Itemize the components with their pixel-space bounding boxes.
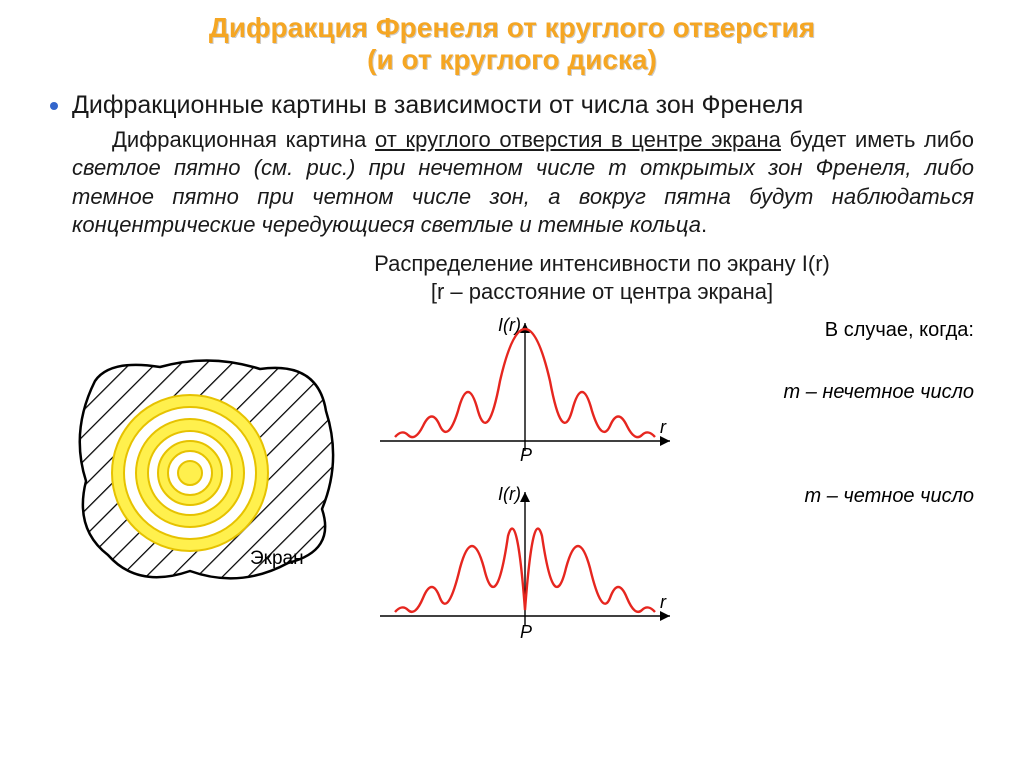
arrow-right-icon — [660, 611, 670, 621]
paragraph: Дифракционная картина от круглого отверс… — [72, 126, 974, 240]
para-post2: . — [701, 212, 707, 237]
title-line-2: (и от круглого диска) — [367, 44, 657, 75]
plot-origin: P — [520, 445, 532, 465]
bullet-text: Дифракционные картины в зависимости от ч… — [72, 90, 803, 121]
screen-diagram: Экран — [50, 341, 350, 606]
case-even: m – четное число — [696, 484, 974, 508]
screen-caption: Экран — [250, 548, 304, 570]
screen-svg — [50, 341, 350, 601]
bullet-item: Дифракционные картины в зависимости от ч… — [50, 90, 974, 121]
plot-odd: I(r) r P — [360, 311, 690, 471]
page-title: Дифракция Френеля от круглого отверстия … — [50, 12, 974, 76]
para-underline: от круглого отверстия в центре экрана — [375, 127, 781, 152]
case-odd: m – нечетное число — [696, 380, 974, 404]
plot-origin: P — [520, 622, 532, 642]
subhead-line-2: [r – расстояние от центра экрана] — [431, 279, 773, 304]
arrow-up-icon — [520, 492, 530, 502]
para-post1: будет иметь либо — [781, 127, 974, 152]
para-pre: Дифракционная картина — [112, 127, 375, 152]
plot-x-label: r — [660, 592, 667, 612]
center-spot — [178, 461, 202, 485]
plot-y-label: I(r) — [498, 484, 521, 504]
subheading: Распределение интенсивности по экрану I(… — [230, 250, 974, 305]
bullet-dot-icon — [50, 102, 58, 110]
case-header: В случае, когда: — [696, 319, 974, 342]
plot-x-label: r — [660, 417, 667, 437]
arrow-right-icon — [660, 436, 670, 446]
diagram-row: Экран I(r) r P I(r) r P В случае, когда:… — [50, 311, 974, 651]
title-line-1: Дифракция Френеля от круглого отверстия — [209, 12, 815, 43]
right-column: В случае, когда: m – нечетное число m – … — [690, 311, 974, 508]
plot-even: I(r) r P — [360, 476, 690, 646]
para-italic: светлое пятно (см. рис.) при нечетном чи… — [72, 155, 974, 237]
subhead-line-1: Распределение интенсивности по экрану I(… — [374, 251, 830, 276]
plots-column: I(r) r P I(r) r P — [360, 311, 690, 651]
